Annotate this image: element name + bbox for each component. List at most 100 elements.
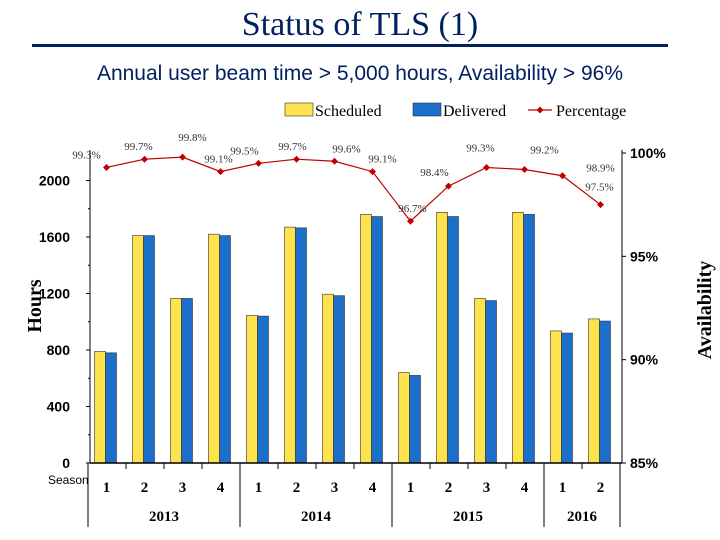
y2-tick-label: 90% xyxy=(630,352,659,368)
y-tick-label: 800 xyxy=(47,342,71,358)
percentage-point xyxy=(483,163,490,171)
percentage-point xyxy=(293,155,300,163)
scheduled-bar xyxy=(512,211,524,464)
delivered-bar xyxy=(371,216,383,464)
scheduled-bar xyxy=(398,372,410,464)
percentage-point xyxy=(103,163,110,171)
delivered-bar xyxy=(561,332,573,464)
legend-label: Scheduled xyxy=(315,103,382,120)
percentage-label: 96.7% xyxy=(398,203,426,215)
y2-tick-label: 100% xyxy=(630,145,666,161)
year-label: 2014 xyxy=(301,509,332,525)
percentage-point xyxy=(217,168,224,176)
percentage-label: 98.9% xyxy=(586,163,614,175)
percentage-point xyxy=(369,168,376,176)
percentage-series: 99.3%99.7%99.8%99.1%99.5% 99.7% 99.6%99.1%… xyxy=(72,132,615,225)
y-tick-label: 1200 xyxy=(39,286,70,302)
y-tick-label: 400 xyxy=(47,399,71,415)
category-label: 4 xyxy=(369,480,377,496)
y-tick-label: 2000 xyxy=(39,173,70,189)
legend-label: Percentage xyxy=(556,103,626,120)
percentage-point xyxy=(255,159,262,167)
percentage-label: 99.8% xyxy=(178,132,206,144)
legend-label: Delivered xyxy=(443,103,506,120)
delivered-bar xyxy=(333,295,345,464)
delivered-bar xyxy=(599,320,611,464)
category-label: 4 xyxy=(521,480,529,496)
delivered-bar xyxy=(447,216,459,464)
delivered-series xyxy=(105,214,611,464)
percentage-label: 97.5% xyxy=(585,182,613,194)
scheduled-bar xyxy=(436,211,448,464)
percentage-line xyxy=(106,156,601,223)
y2-axis-title: Availability xyxy=(694,261,716,360)
category-label: 3 xyxy=(483,480,491,496)
category-label: 4 xyxy=(217,480,225,496)
category-label: 2 xyxy=(293,480,301,496)
category-label: 1 xyxy=(103,480,111,496)
slide-title: Status of TLS (1) xyxy=(241,6,479,43)
legend-swatch xyxy=(412,102,442,117)
scheduled-bar xyxy=(94,351,106,464)
percentage-label: 98.4% xyxy=(420,167,448,179)
scheduled-bar xyxy=(246,315,258,464)
percentage-label: 99.6% xyxy=(332,143,360,155)
scheduled-bar xyxy=(170,298,182,464)
year-label: 2015 xyxy=(453,509,483,525)
chart-legend: Scheduled Delivered Percentage xyxy=(284,102,626,120)
y-tick-label: 0 xyxy=(62,455,70,471)
percentage-label: 99.2% xyxy=(530,145,558,157)
delivered-bar xyxy=(295,227,307,464)
percentage-point xyxy=(445,182,452,190)
percentage-label: 99.5% xyxy=(230,145,258,157)
delivered-bar xyxy=(257,315,269,464)
percentage-point xyxy=(559,172,566,180)
category-label: 3 xyxy=(331,480,339,496)
percentage-label: 99.7% xyxy=(124,141,152,153)
season-label: Season xyxy=(48,473,89,487)
axes: 0 400 800 1200 1600 2000 85% 90% 95% 100% xyxy=(39,145,667,471)
category-label: 1 xyxy=(407,480,415,496)
year-label: 2016 xyxy=(567,509,598,525)
y2-tick-label: 85% xyxy=(630,455,659,471)
category-label: 2 xyxy=(445,480,453,496)
percentage-label: 99.1% xyxy=(368,154,396,166)
y2-tick-label: 95% xyxy=(630,248,659,264)
category-label: 3 xyxy=(179,480,187,496)
delivered-bar xyxy=(523,214,535,464)
scheduled-bar xyxy=(588,318,600,464)
y-axis-title: Hours xyxy=(24,279,46,333)
percentage-label: 99.7% xyxy=(278,141,306,153)
scheduled-bar xyxy=(284,226,296,464)
scheduled-bar xyxy=(132,235,144,464)
percentage-point xyxy=(407,217,414,225)
scheduled-bar xyxy=(208,233,220,464)
percentage-point xyxy=(179,153,186,161)
percentage-label: 99.3% xyxy=(72,149,100,161)
scheduled-bar xyxy=(360,214,372,464)
category-label: 1 xyxy=(255,480,263,496)
legend-marker xyxy=(536,106,544,114)
delivered-bar xyxy=(219,235,231,464)
percentage-point xyxy=(597,201,604,209)
delivered-bar xyxy=(409,375,421,464)
percentage-label: 99.3% xyxy=(466,142,494,154)
scheduled-bar xyxy=(322,293,334,464)
percentage-point xyxy=(141,155,148,163)
y-tick-label: 1600 xyxy=(39,229,70,245)
category-label: 1 xyxy=(559,480,567,496)
legend-swatch xyxy=(284,102,314,117)
title-underline xyxy=(32,44,668,47)
delivered-bar xyxy=(181,298,193,464)
delivered-bar xyxy=(105,352,117,464)
delivered-bar xyxy=(485,300,497,464)
percentage-point xyxy=(521,166,528,174)
percentage-label: 99.1% xyxy=(204,154,232,166)
percentage-point xyxy=(331,157,338,165)
year-label: 2013 xyxy=(149,509,179,525)
scheduled-bar xyxy=(474,298,486,464)
slide-subtitle: Annual user beam time > 5,000 hours, Ava… xyxy=(96,62,624,85)
category-label: 2 xyxy=(141,480,149,496)
